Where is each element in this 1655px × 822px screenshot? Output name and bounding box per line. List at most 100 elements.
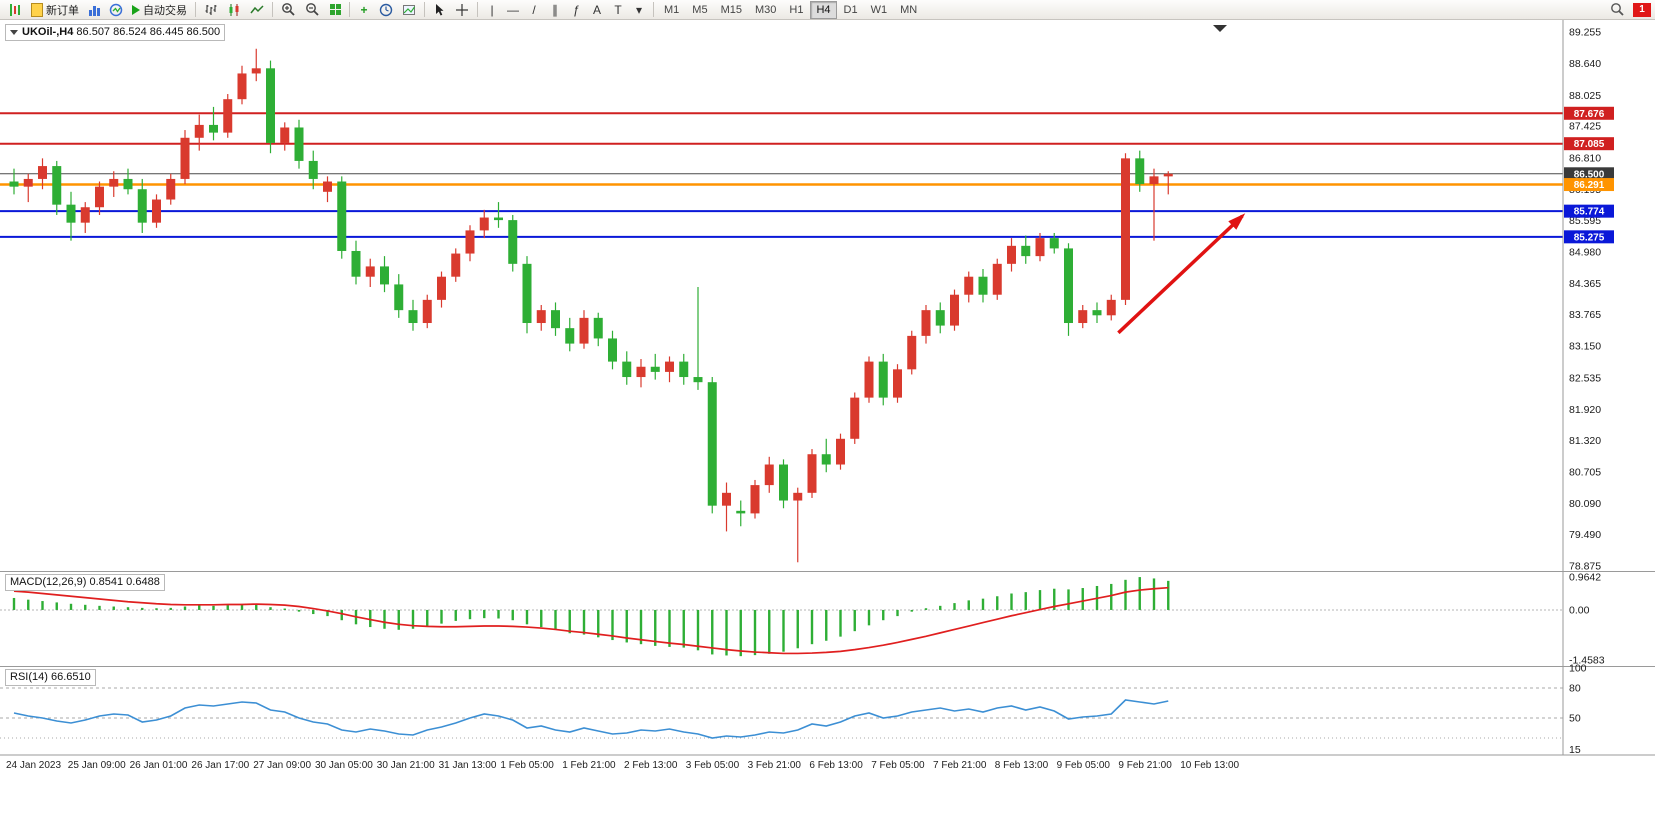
vertical-line-button[interactable]: | xyxy=(482,1,502,19)
candle-body xyxy=(9,181,19,187)
price-axis-label: 83.765 xyxy=(1569,309,1601,321)
price-axis-label: 79.490 xyxy=(1569,529,1601,541)
search-button[interactable] xyxy=(1606,1,1629,19)
zoom-in-button[interactable] xyxy=(277,1,300,19)
text-button[interactable]: A xyxy=(587,1,607,19)
shapes-button[interactable]: ▾ xyxy=(629,1,649,19)
candle-body xyxy=(365,266,375,277)
new-chart-button[interactable] xyxy=(4,1,26,19)
candle-body xyxy=(479,217,489,231)
candle-body xyxy=(1149,176,1159,185)
time-axis[interactable]: 24 Jan 2023 25 Jan 09:00 26 Jan 01:00 26 Ja… xyxy=(6,760,1240,771)
candle-body xyxy=(593,317,603,339)
price-axis-label: 80.705 xyxy=(1569,466,1601,478)
candle-body xyxy=(209,124,218,133)
timeframe-mn-button[interactable]: MN xyxy=(894,1,923,19)
price-axis-label: 80.090 xyxy=(1569,498,1601,510)
line-chart-button[interactable] xyxy=(246,1,268,19)
candle-body xyxy=(294,127,304,161)
candle-body xyxy=(337,181,347,251)
candle-body xyxy=(551,310,560,329)
candle-body xyxy=(750,485,760,514)
crosshair-button[interactable] xyxy=(451,1,473,19)
time-axis-label: 6 Feb 13:00 xyxy=(809,760,863,771)
bars-chart-button[interactable] xyxy=(200,1,222,19)
shapes-dropdown-icon: ▾ xyxy=(635,2,643,17)
toolbar-divider xyxy=(424,2,425,17)
candle-body xyxy=(1078,310,1088,324)
auto-trading-button[interactable]: 自动交易 xyxy=(128,1,191,19)
candle-body xyxy=(992,263,1002,295)
timeframe-h1-button[interactable]: H1 xyxy=(783,1,809,19)
price-axis[interactable]: 89.25588.64088.02587.42586.81086.19585.5… xyxy=(1564,27,1614,573)
chart-ohlc: 86.507 86.524 86.445 86.500 xyxy=(76,26,221,38)
candle-body xyxy=(764,464,774,486)
channel-button[interactable]: ∥ xyxy=(545,1,565,19)
indicators-button[interactable]: + xyxy=(354,1,374,19)
rsi-line xyxy=(13,699,1169,739)
horizontal-line-button[interactable]: — xyxy=(503,1,523,19)
chart-shift-marker[interactable] xyxy=(1213,25,1227,32)
candle-body xyxy=(266,68,275,143)
timeframe-d1-button[interactable]: D1 xyxy=(838,1,864,19)
profiles-button[interactable] xyxy=(84,1,104,19)
candle-body xyxy=(251,68,261,74)
bars-chart-icon xyxy=(205,4,217,15)
candle-body xyxy=(864,361,874,398)
price-axis-label: 83.150 xyxy=(1569,341,1601,353)
candle-body xyxy=(793,492,803,501)
trendline-button[interactable]: / xyxy=(524,1,544,19)
time-axis-label: 3 Feb 05:00 xyxy=(686,760,740,771)
timeframe-m15-button[interactable]: M15 xyxy=(715,1,748,19)
tile-windows-button[interactable] xyxy=(325,1,345,19)
candle-body xyxy=(921,310,931,336)
candle-body xyxy=(722,492,731,506)
new-order-label: 新订单 xyxy=(46,4,79,17)
timeframe-h4-button[interactable]: H4 xyxy=(810,0,837,19)
collapse-chart-icon[interactable] xyxy=(10,29,18,35)
price-axis-label: 87.425 xyxy=(1569,121,1601,133)
cursor-button[interactable] xyxy=(429,1,450,19)
candle-body xyxy=(579,317,589,344)
candle-body xyxy=(95,186,104,208)
fibonacci-button[interactable]: ƒ xyxy=(566,1,586,19)
periods-button[interactable] xyxy=(375,1,397,19)
candle-body xyxy=(893,369,902,398)
text-icon: A xyxy=(592,2,601,17)
profiles-icon xyxy=(88,4,100,16)
timeframe-m30-button[interactable]: M30 xyxy=(749,1,782,19)
candle-body xyxy=(950,294,959,326)
time-axis-label: 8 Feb 13:00 xyxy=(995,760,1049,771)
trend-arrow[interactable] xyxy=(1117,214,1244,335)
text-label-button[interactable]: T xyxy=(608,1,628,19)
candle-body xyxy=(508,220,518,264)
chart-title: UKOil-,H4 86.507 86.524 86.445 86.500 xyxy=(5,24,226,41)
new-order-button[interactable]: 新订单 xyxy=(27,1,83,19)
price-lines xyxy=(0,112,1563,238)
macd-axis-label: -1.4583 xyxy=(1569,654,1605,666)
new-order-icon xyxy=(31,2,43,17)
candle-body xyxy=(422,299,432,324)
price-tag-label: 86.291 xyxy=(1574,180,1605,191)
zoom-out-button[interactable] xyxy=(301,1,324,19)
notification-badge[interactable]: 1 xyxy=(1633,2,1651,17)
candle-body xyxy=(850,397,860,439)
rsi-axis-label: 50 xyxy=(1569,713,1581,725)
candle-body xyxy=(878,361,888,398)
templates-button[interactable] xyxy=(398,1,420,19)
time-axis-label: 30 Jan 21:00 xyxy=(377,760,435,771)
timeframe-m1-button[interactable]: M1 xyxy=(658,1,685,19)
toolbar-divider xyxy=(653,2,654,17)
time-axis-label: 9 Feb 21:00 xyxy=(1118,760,1172,771)
candles-chart-button[interactable] xyxy=(223,1,245,19)
price-axis-label: 88.025 xyxy=(1569,90,1601,102)
candle-body xyxy=(1163,173,1173,177)
candle-body xyxy=(80,207,90,223)
timeframe-m5-button[interactable]: M5 xyxy=(686,1,713,19)
timeframe-w1-button[interactable]: W1 xyxy=(865,1,894,19)
candle-body xyxy=(52,166,62,205)
candle-body xyxy=(779,464,788,501)
macd-axis-label: 0.00 xyxy=(1569,604,1590,616)
market-watch-button[interactable] xyxy=(105,1,127,19)
